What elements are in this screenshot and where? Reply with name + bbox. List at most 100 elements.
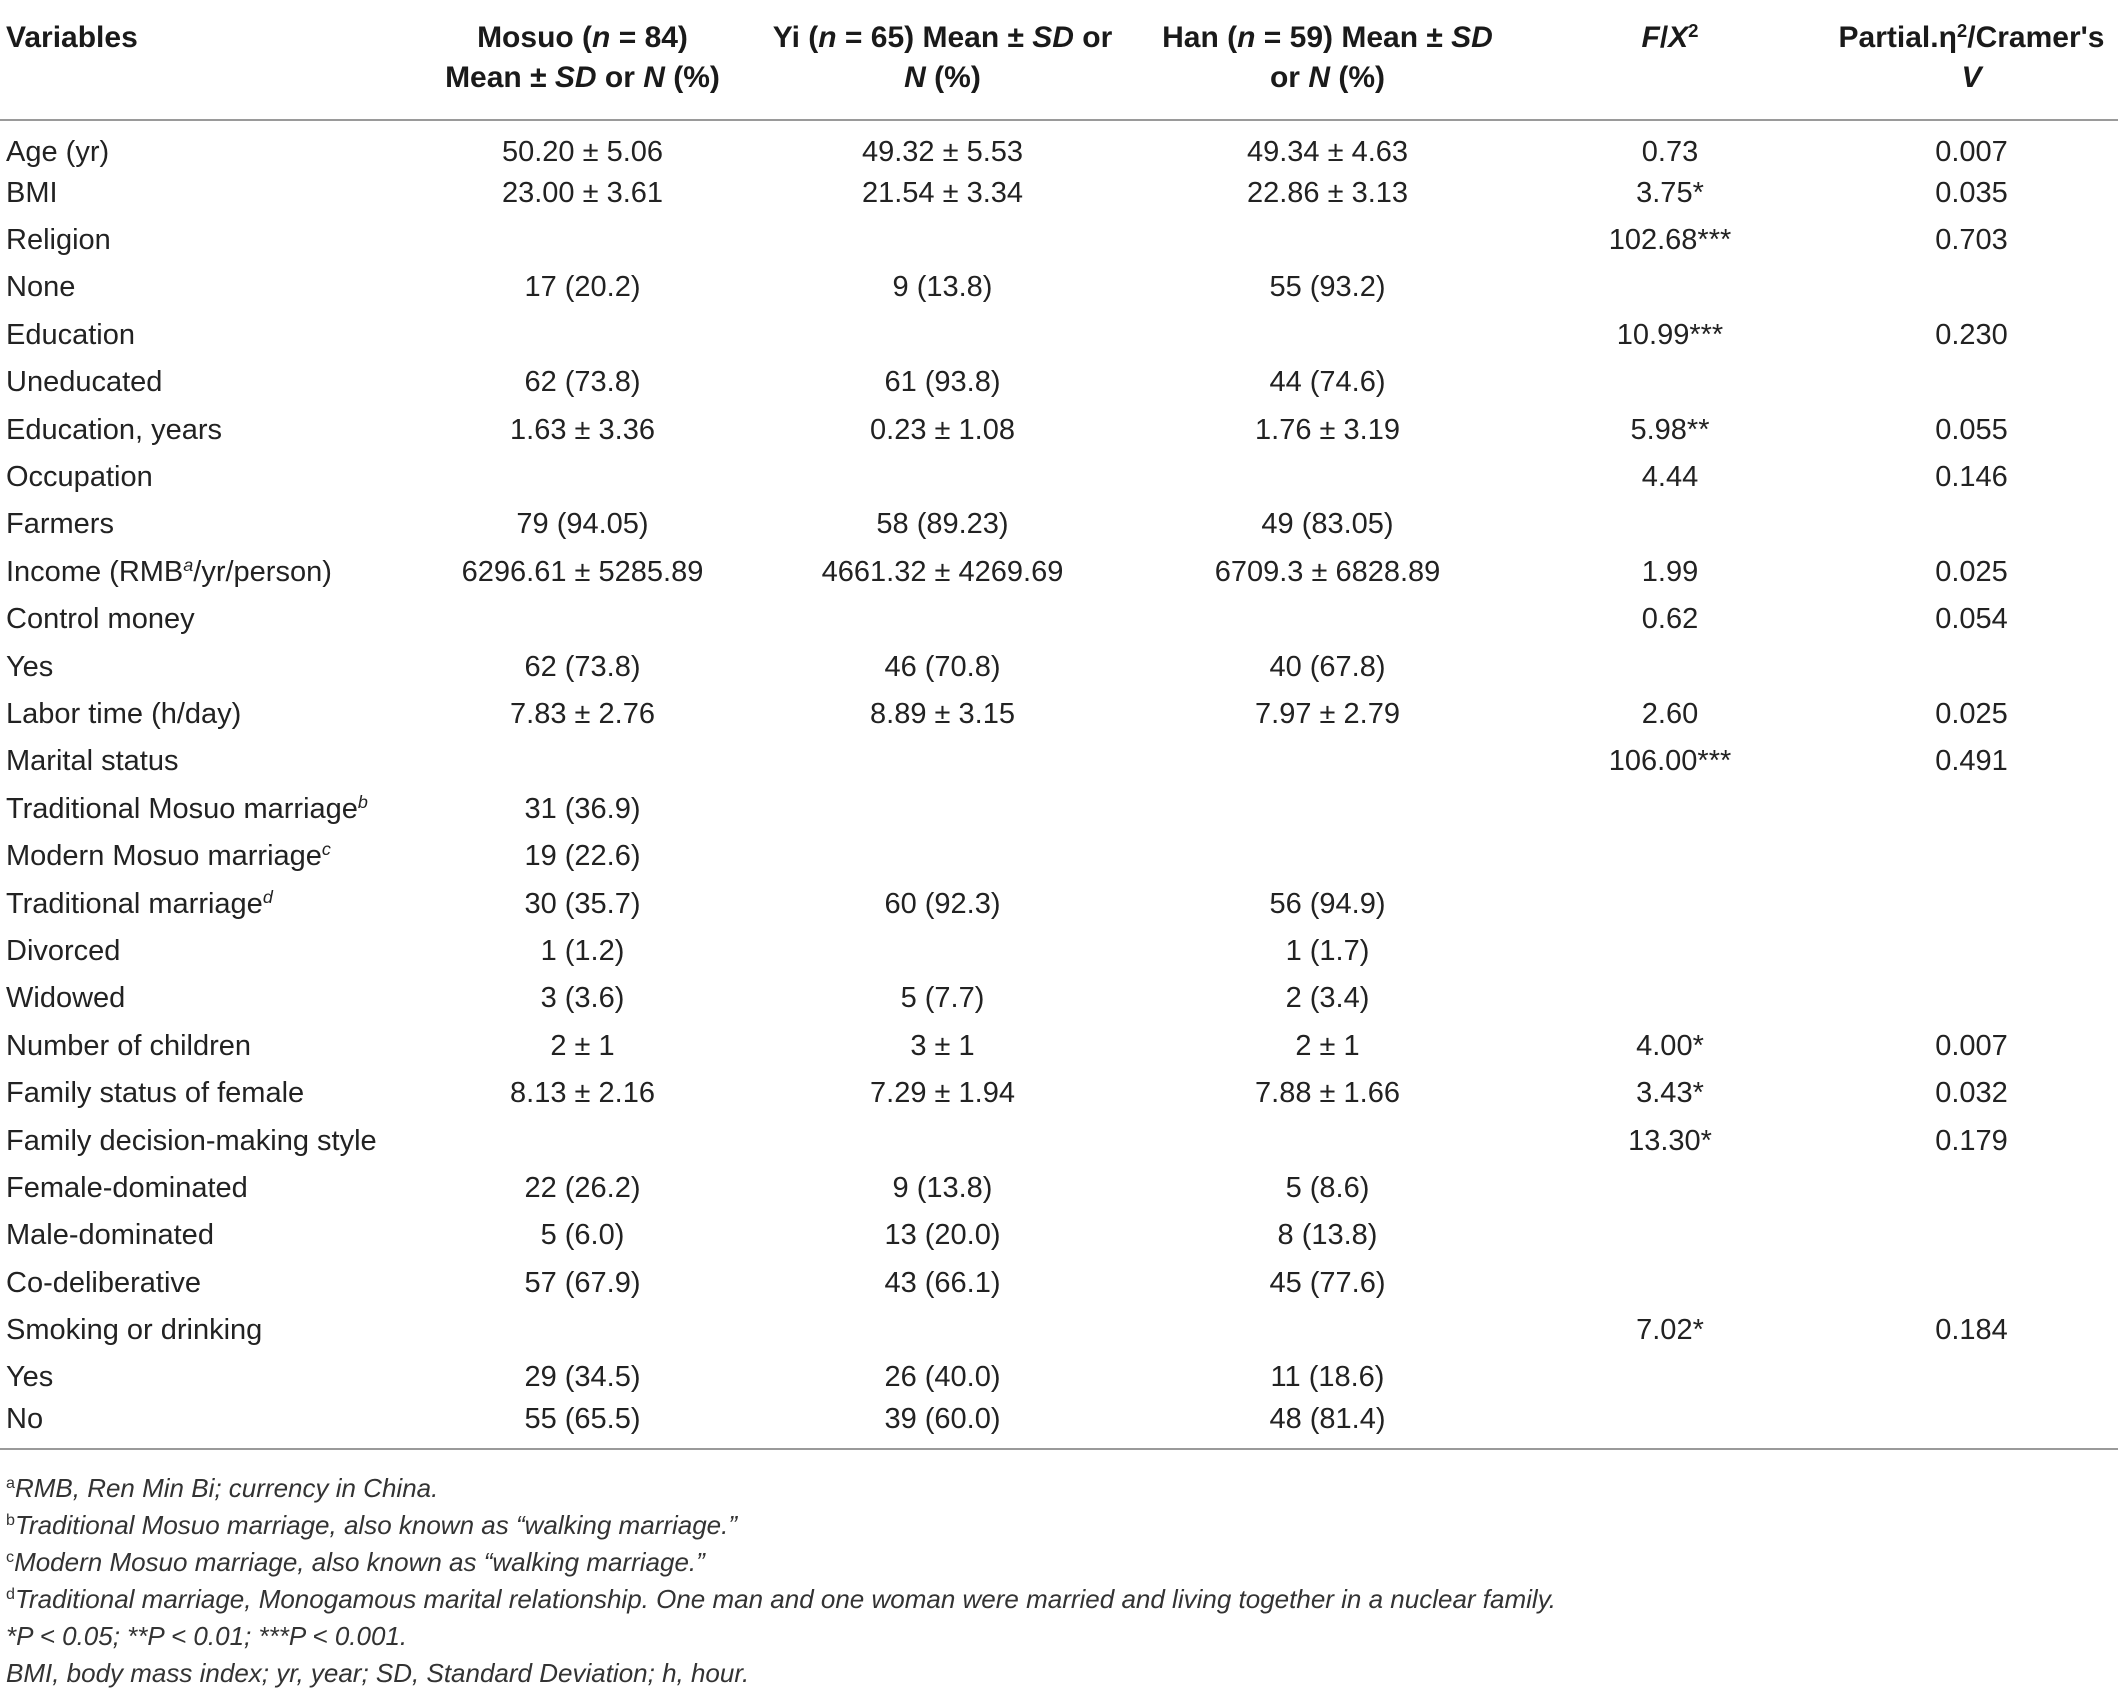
cell-han: 45 (77.6) [1269, 1266, 1386, 1299]
cell-han [1140, 738, 1515, 785]
cell-han: 7.97 ± 2.79 [1255, 697, 1400, 730]
cell-han [1140, 216, 1515, 263]
header-han: Han (n = 59) Mean ± SD or N (%) [1140, 0, 1515, 121]
table-row: Yes 62 (73.8) 46 (70.8) 40 (67.8) [0, 643, 2118, 690]
cell-yi: 9 (13.8) [892, 1171, 993, 1204]
cell-mosuo: 50.20 ± 5.06 [501, 136, 664, 168]
cell-f-x2: 7.02* [1636, 1314, 1704, 1347]
cell-f-x2: 0.62 [1641, 603, 1699, 636]
cell-effect-size [1825, 785, 2118, 832]
row-label: Uneducated [6, 366, 163, 399]
cell-han: 11 (18.6) [1270, 1361, 1385, 1394]
cell-mosuo [420, 311, 745, 358]
cell-yi: 39 (60.0) [745, 1401, 1140, 1450]
cell-han: 1.76 ± 3.19 [1255, 413, 1400, 446]
table-row: Marital status 106.00*** 0.491 [0, 738, 2118, 785]
cell-f-x2 [1515, 643, 1825, 690]
footnote: BMI, body mass index; yr, year; SD, Stan… [6, 1658, 750, 1688]
cell-effect-size [1825, 1401, 2118, 1450]
table-row: Farmers 79 (94.05) 58 (89.23) 49 (83.05) [0, 501, 2118, 548]
row-label: Yes [6, 1361, 54, 1394]
cell-yi: 60 (92.3) [884, 887, 1001, 920]
cell-effect-size [1825, 975, 2118, 1022]
row-label: Family status of female [6, 1077, 305, 1110]
cell-effect-size: 0.491 [1935, 745, 2008, 778]
row-label: Education [6, 318, 135, 351]
table-row: Modern Mosuo marriagec 19 (22.6) [0, 832, 2118, 879]
row-label: Farmers [6, 508, 114, 541]
table-row: Occupation 4.44 0.146 [0, 453, 2118, 500]
table-row: Co-deliberative 57 (67.9) 43 (66.1) 45 (77.… [0, 1259, 2118, 1306]
cell-han [1140, 311, 1515, 358]
table-row: Widowed 3 (3.6) 5 (7.7) 2 (3.4) [0, 975, 2118, 1022]
cell-f-x2 [1515, 975, 1825, 1022]
cell-f-x2 [1515, 832, 1825, 879]
table-row: Divorced 1 (1.2) 1 (1.7) [0, 927, 2118, 974]
cell-effect-size: 0.703 [1935, 224, 2008, 257]
row-label: Number of children [6, 1029, 251, 1062]
table-footnotes: aRMB, Ren Min Bi; currency in China. bTra… [6, 1470, 2106, 1692]
cell-effect-size [1825, 264, 2118, 311]
cell-effect-size [1825, 643, 2118, 690]
cell-yi [745, 1117, 1140, 1164]
cell-f-x2 [1515, 927, 1825, 974]
cell-mosuo [420, 596, 745, 643]
cell-mosuo [420, 1306, 745, 1353]
cell-mosuo: 62 (73.8) [524, 650, 641, 683]
table-row: Yes 29 (34.5) 26 (40.0) 11 (18.6) [0, 1354, 2118, 1401]
cell-effect-size [1825, 1164, 2118, 1211]
cell-yi [745, 785, 1140, 832]
cell-effect-size [1825, 880, 2118, 927]
cell-yi [745, 311, 1140, 358]
row-label: Age (yr) [6, 136, 110, 168]
cell-effect-size: 0.184 [1935, 1314, 2008, 1347]
cell-han: 44 (74.6) [1269, 366, 1386, 399]
cell-yi: 43 (66.1) [884, 1266, 1001, 1299]
cell-f-x2 [1515, 1401, 1825, 1450]
header-yi: Yi (n = 65) Mean ± SD or N (%) [745, 0, 1140, 121]
cell-f-x2 [1515, 1354, 1825, 1401]
header-variables: Variables [0, 0, 420, 121]
cell-effect-size [1825, 359, 2118, 406]
cell-han: 2 (3.4) [1285, 982, 1370, 1015]
cell-effect-size: 0.025 [1935, 555, 2008, 588]
cell-han: 2 ± 1 [1295, 1029, 1360, 1062]
table-row: No 55 (65.5) 39 (60.0) 48 (81.4) [0, 1401, 2118, 1450]
cell-mosuo: 79 (94.05) [516, 508, 649, 541]
cell-mosuo [420, 453, 745, 500]
footnote: aRMB, Ren Min Bi; currency in China. [6, 1473, 439, 1503]
cell-yi: 26 (40.0) [884, 1361, 1001, 1394]
cell-mosuo: 19 (22.6) [524, 840, 641, 873]
table-row: Control money 0.62 0.054 [0, 596, 2118, 643]
cell-f-x2 [1515, 1259, 1825, 1306]
cell-han: 8 (13.8) [1277, 1219, 1378, 1252]
table-row: Age (yr) 50.20 ± 5.06 49.32 ± 5.53 49.34 ± … [0, 120, 2118, 169]
cell-mosuo: 8.13 ± 2.16 [510, 1077, 655, 1110]
cell-mosuo: 1.63 ± 3.36 [510, 413, 655, 446]
row-label: Occupation [6, 461, 153, 494]
cell-yi [745, 453, 1140, 500]
cell-han: 49 (83.05) [1261, 508, 1394, 541]
cell-f-x2: 2.60 [1641, 697, 1699, 730]
cell-han: 40 (67.8) [1269, 650, 1386, 683]
cell-effect-size [1825, 832, 2118, 879]
cell-yi [745, 738, 1140, 785]
demographics-table: Variables Mosuo (n = 84) Mean ± SD or N … [0, 0, 2118, 1450]
cell-f-x2: 4.00* [1636, 1029, 1704, 1062]
row-label: Co-deliberative [6, 1266, 202, 1299]
cell-effect-size [1825, 1212, 2118, 1259]
footnote: dTraditional marriage, Monogamous marita… [6, 1584, 1556, 1614]
header-effect-size: Partial.η2/Cramer's V [1825, 0, 2118, 121]
cell-f-x2: 0.73 [1641, 136, 1699, 168]
row-label: Income (RMBa/yr/person) [6, 554, 332, 588]
cell-f-x2: 13.30* [1628, 1124, 1712, 1157]
cell-mosuo: 5 (6.0) [540, 1219, 625, 1252]
cell-mosuo: 6296.61 ± 5285.89 [461, 555, 704, 588]
cell-han [1140, 453, 1515, 500]
cell-yi: 13 (20.0) [884, 1219, 1001, 1252]
table-row: Family status of female 8.13 ± 2.16 7.29 ±… [0, 1069, 2118, 1116]
header-mosuo: Mosuo (n = 84) Mean ± SD or N (%) [420, 0, 745, 121]
cell-mosuo [420, 738, 745, 785]
table-body: Age (yr) 50.20 ± 5.06 49.32 ± 5.53 49.34 ± … [0, 120, 2118, 1450]
cell-han: 6709.3 ± 6828.89 [1214, 555, 1441, 588]
